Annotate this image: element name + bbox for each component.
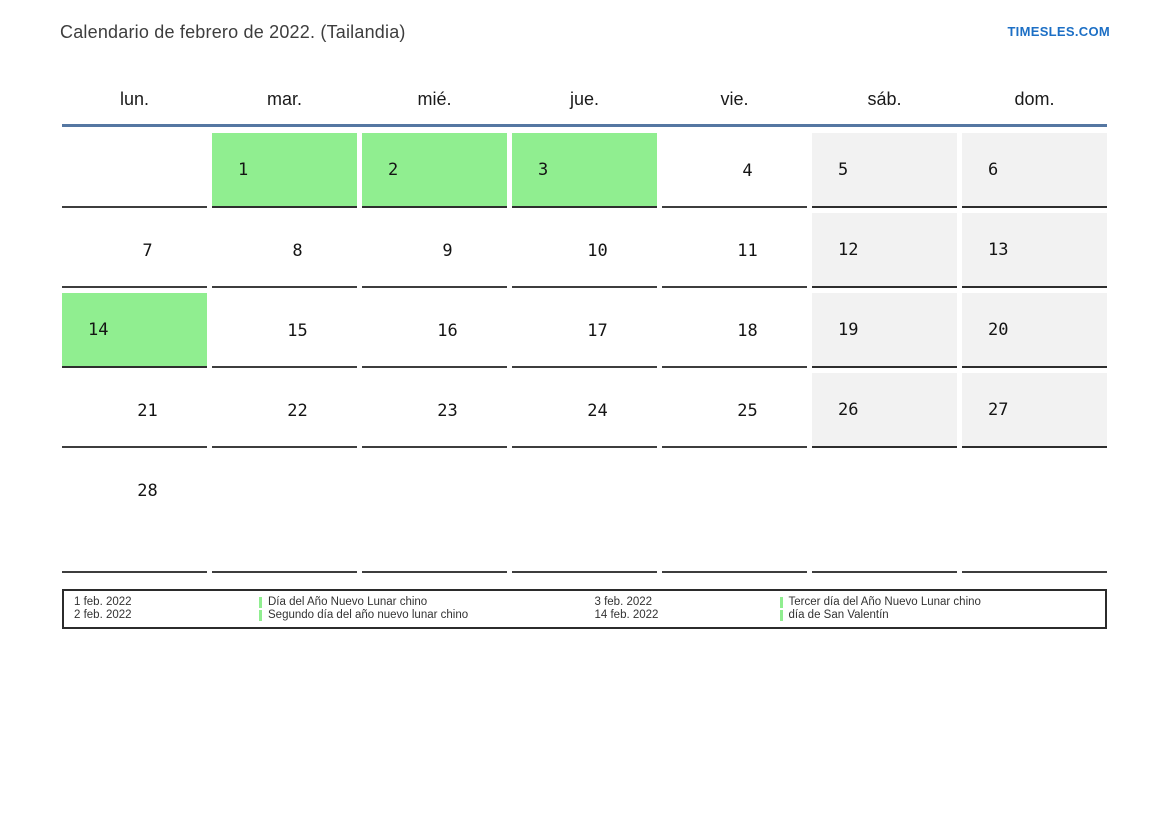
day-number: 18 xyxy=(737,321,758,341)
day-cell-empty xyxy=(662,453,807,573)
day-number: 20 xyxy=(988,320,1009,340)
day-cell-12: 12 xyxy=(812,213,957,288)
day-number: 14 xyxy=(88,320,109,340)
day-cell-15: 15 xyxy=(212,293,357,368)
event-color-marker xyxy=(779,609,783,621)
legend-date: 14 feb. 2022 xyxy=(594,609,659,621)
day-number: 5 xyxy=(838,160,849,180)
legend-event-name: día de San Valentín xyxy=(788,609,889,621)
day-number: 1 xyxy=(238,160,249,180)
site-link[interactable]: TIMESLES.COM xyxy=(1007,24,1110,39)
day-number: 27 xyxy=(988,400,1009,420)
legend-event-name: Día del Año Nuevo Lunar chino xyxy=(268,596,428,608)
day-cell-11: 11 xyxy=(662,213,807,288)
legend-entry: 14 feb. 2022 día de San Valentín xyxy=(585,609,1106,621)
day-cell-5: 5 xyxy=(812,133,957,208)
weekday-label-wed: mié. xyxy=(417,88,452,109)
day-number: 22 xyxy=(287,401,308,421)
day-number: 10 xyxy=(587,241,608,261)
day-number: 16 xyxy=(437,321,458,341)
day-cell-empty xyxy=(812,453,957,573)
weekday-label-fri: vie. xyxy=(720,88,749,109)
event-color-marker xyxy=(259,609,262,621)
day-cell-empty xyxy=(62,133,207,208)
day-cell-19: 19 xyxy=(812,293,957,368)
legend-entry: 3 feb. 2022 Tercer día del Año Nuevo Lun… xyxy=(585,596,1106,608)
event-color-marker xyxy=(779,596,783,608)
day-cell-6: 6 xyxy=(962,133,1107,208)
day-cell-empty xyxy=(362,453,507,573)
day-cell-7: 7 xyxy=(62,213,207,288)
legend-box: 1 feb. 2022 Día del Año Nuevo Lunar chin… xyxy=(62,589,1107,629)
day-number: 13 xyxy=(988,240,1009,260)
day-number: 6 xyxy=(988,160,999,180)
day-cell-16: 16 xyxy=(362,293,507,368)
day-cell-1: 1 xyxy=(212,133,357,208)
legend-date: 3 feb. 2022 xyxy=(594,596,653,608)
day-number: 4 xyxy=(742,161,753,181)
calendar-grid: 1 2 3 4 5 6 7 8 9 10 11 12 13 14 15 16 17 18 19 20 21 22 23 24 2… xyxy=(62,133,1107,573)
weekday-header-row: lun. mar. mié. jue. vie. sáb. dom. xyxy=(62,74,1107,127)
weekday-label-sun: dom. xyxy=(1014,88,1055,109)
day-cell-27: 27 xyxy=(962,373,1107,448)
day-number: 23 xyxy=(437,401,458,421)
page-title: Calendario de febrero de 2022. (Tailandi… xyxy=(60,22,406,42)
day-cell-10: 10 xyxy=(512,213,657,288)
weekday-label-tue: mar. xyxy=(266,88,302,109)
day-number: 7 xyxy=(142,241,153,261)
day-cell-empty xyxy=(212,453,357,573)
day-cell-28: 28 xyxy=(62,453,207,573)
legend-event-name: Tercer día del Año Nuevo Lunar chino xyxy=(788,596,981,608)
weekday-label-thu: jue. xyxy=(569,88,600,109)
day-cell-18: 18 xyxy=(662,293,807,368)
day-cell-22: 22 xyxy=(212,373,357,448)
day-number: 17 xyxy=(587,321,608,341)
day-number: 11 xyxy=(737,241,758,261)
weekday-label-sat: sáb. xyxy=(867,88,902,109)
day-cell-8: 8 xyxy=(212,213,357,288)
day-cell-20: 20 xyxy=(962,293,1107,368)
day-cell-2: 2 xyxy=(362,133,507,208)
day-number: 8 xyxy=(292,241,303,261)
event-color-marker xyxy=(259,596,262,608)
day-cell-26: 26 xyxy=(812,373,957,448)
weekday-label-mon: lun. xyxy=(119,88,150,109)
top-bar: Calendario de febrero de 2022. (Tailandi… xyxy=(0,0,1169,43)
day-number: 3 xyxy=(538,160,549,180)
legend-entry: 2 feb. 2022 Segundo día del año nuevo lu… xyxy=(64,609,585,621)
day-cell-25: 25 xyxy=(662,373,807,448)
legend-column-left: 1 feb. 2022 Día del Año Nuevo Lunar chin… xyxy=(64,596,585,621)
day-number: 19 xyxy=(838,320,859,340)
day-number: 28 xyxy=(137,481,158,501)
day-cell-14: 14 xyxy=(62,293,207,368)
legend-date: 2 feb. 2022 xyxy=(74,609,132,621)
legend-entry: 1 feb. 2022 Día del Año Nuevo Lunar chin… xyxy=(64,596,585,608)
legend-date: 1 feb. 2022 xyxy=(74,596,132,608)
day-number: 9 xyxy=(442,241,453,261)
day-number: 12 xyxy=(838,240,859,260)
day-number: 15 xyxy=(287,321,308,341)
day-cell-21: 21 xyxy=(62,373,207,448)
day-cell-13: 13 xyxy=(962,213,1107,288)
day-cell-9: 9 xyxy=(362,213,507,288)
day-cell-4: 4 xyxy=(662,133,807,208)
day-cell-17: 17 xyxy=(512,293,657,368)
day-cell-3: 3 xyxy=(512,133,657,208)
day-cell-24: 24 xyxy=(512,373,657,448)
day-cell-empty xyxy=(962,453,1107,573)
day-number: 24 xyxy=(587,401,608,421)
legend-column-right: 3 feb. 2022 Tercer día del Año Nuevo Lun… xyxy=(585,596,1106,621)
day-number: 2 xyxy=(388,160,399,180)
day-number: 21 xyxy=(137,401,158,421)
day-cell-23: 23 xyxy=(362,373,507,448)
day-number: 25 xyxy=(737,401,758,421)
day-cell-empty xyxy=(512,453,657,573)
legend-event-name: Segundo día del año nuevo lunar chino xyxy=(268,609,469,621)
day-number: 26 xyxy=(838,400,859,420)
